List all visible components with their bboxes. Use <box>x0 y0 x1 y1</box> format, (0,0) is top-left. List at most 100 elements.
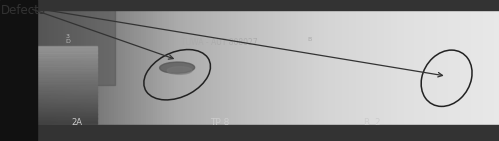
Bar <box>114 4 116 124</box>
Bar <box>326 4 329 124</box>
Bar <box>37 65 97 67</box>
Bar <box>146 4 149 124</box>
Bar <box>37 116 97 118</box>
Bar <box>37 47 97 49</box>
Bar <box>171 4 174 124</box>
Bar <box>425 4 428 124</box>
Bar <box>407 4 410 124</box>
Bar <box>37 55 97 57</box>
Bar <box>416 4 419 124</box>
Bar <box>236 4 239 124</box>
Bar <box>102 4 105 124</box>
Bar <box>162 4 165 124</box>
Bar <box>192 4 195 124</box>
Bar <box>188 4 190 124</box>
Bar <box>37 68 97 70</box>
Bar <box>37 99 97 101</box>
Bar <box>437 4 440 124</box>
Bar <box>232 4 234 124</box>
Bar <box>381 4 384 124</box>
Bar <box>241 4 244 124</box>
Bar <box>428 4 430 124</box>
Bar <box>340 4 342 124</box>
Bar <box>37 118 97 120</box>
Bar <box>252 4 255 124</box>
Bar <box>395 4 398 124</box>
Bar <box>342 4 345 124</box>
Bar <box>67 4 70 124</box>
Bar <box>300 4 303 124</box>
Bar <box>167 4 170 124</box>
Text: 3
D: 3 D <box>65 35 70 44</box>
Bar <box>490 4 493 124</box>
Bar <box>95 4 98 124</box>
Bar <box>296 4 299 124</box>
Bar <box>63 4 65 124</box>
Bar <box>430 4 433 124</box>
Bar <box>37 64 97 66</box>
Bar <box>37 100 97 102</box>
Bar <box>335 4 338 124</box>
Bar <box>49 4 52 124</box>
Bar <box>354 4 356 124</box>
Bar <box>234 4 237 124</box>
Bar <box>485 4 488 124</box>
Bar <box>199 4 202 124</box>
Bar <box>319 4 322 124</box>
Bar <box>243 4 246 124</box>
Bar <box>268 4 271 124</box>
Bar <box>100 4 103 124</box>
Bar <box>37 122 97 124</box>
Text: TP 8: TP 8 <box>210 118 229 127</box>
Bar <box>37 117 97 119</box>
Bar <box>197 4 200 124</box>
Bar <box>229 4 232 124</box>
Bar <box>37 85 97 86</box>
Bar <box>155 4 158 124</box>
Text: TUWA - AUT 808027: TUWA - AUT 808027 <box>181 38 258 47</box>
Bar <box>107 4 109 124</box>
Bar <box>481 4 484 124</box>
Bar <box>248 4 250 124</box>
Bar <box>220 4 223 124</box>
Bar <box>337 4 340 124</box>
Bar <box>365 4 368 124</box>
Bar <box>37 94 97 95</box>
Bar <box>201 4 204 124</box>
Bar <box>474 4 477 124</box>
Bar <box>37 74 97 76</box>
Bar <box>349 4 352 124</box>
Bar <box>213 4 216 124</box>
Bar <box>358 4 361 124</box>
Bar <box>379 4 382 124</box>
Bar <box>37 50 97 51</box>
Bar <box>37 104 97 106</box>
Bar <box>37 70 97 72</box>
Bar <box>111 4 114 124</box>
Bar <box>74 4 77 124</box>
Bar <box>277 4 280 124</box>
Bar <box>245 4 248 124</box>
Bar <box>37 4 40 124</box>
Ellipse shape <box>167 67 192 74</box>
Bar <box>400 4 403 124</box>
Bar <box>72 4 75 124</box>
Bar <box>208 4 211 124</box>
Bar <box>453 4 456 124</box>
Bar <box>37 59 97 60</box>
Bar <box>37 125 499 141</box>
Bar <box>333 4 336 124</box>
Bar <box>37 72 97 73</box>
Bar <box>195 4 197 124</box>
Bar <box>56 4 59 124</box>
Bar <box>158 4 160 124</box>
Bar <box>330 4 333 124</box>
Bar <box>37 4 115 85</box>
Bar <box>37 120 97 122</box>
Bar <box>305 4 308 124</box>
Bar <box>51 4 54 124</box>
Bar <box>446 4 449 124</box>
Bar <box>409 4 412 124</box>
Bar <box>280 4 282 124</box>
Bar <box>37 77 97 79</box>
